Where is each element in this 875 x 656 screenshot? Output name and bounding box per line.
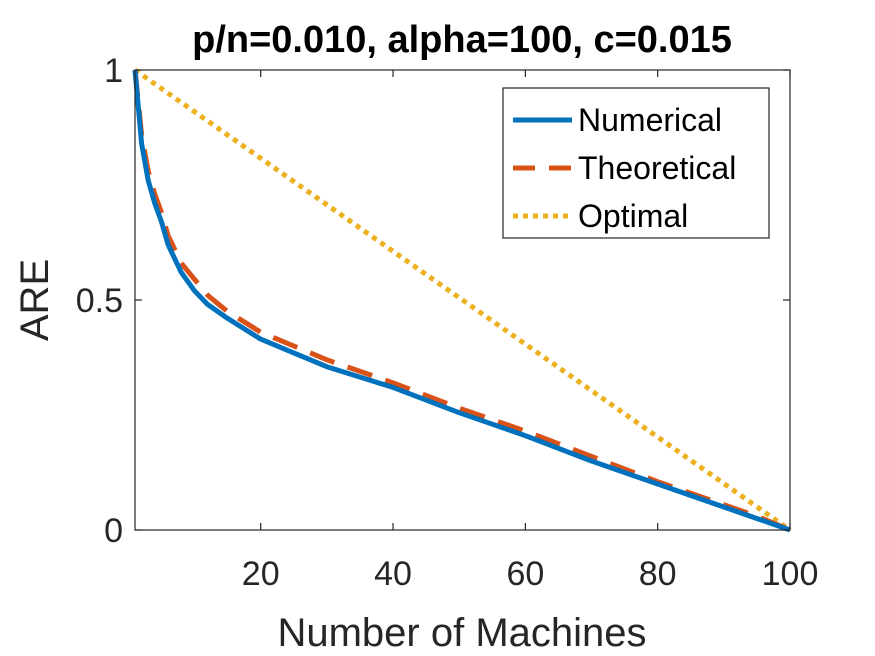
x-axis-label: Number of Machines bbox=[277, 611, 646, 655]
x-tick-label: 20 bbox=[242, 555, 280, 593]
x-tick-label: 100 bbox=[762, 555, 819, 593]
series-line-numerical bbox=[132, 69, 791, 533]
legend-label-numerical: Numerical bbox=[578, 102, 722, 138]
y-tick-label: 0.5 bbox=[76, 282, 123, 320]
y-tick-label: 1 bbox=[104, 52, 123, 90]
y-axis-label: ARE bbox=[13, 259, 57, 341]
series-line-theoretical bbox=[132, 69, 791, 533]
chart-title: p/n=0.010, alpha=100, c=0.015 bbox=[192, 19, 732, 61]
legend-items: Numerical Theoretical Optimal bbox=[513, 102, 736, 234]
series-layer bbox=[132, 67, 792, 533]
x-tick-label: 80 bbox=[639, 555, 677, 593]
legend: Numerical Theoretical Optimal bbox=[502, 87, 770, 239]
legend-label-theoretical: Theoretical bbox=[578, 150, 736, 186]
x-tick-label: 40 bbox=[374, 555, 412, 593]
series-line-optimal bbox=[133, 67, 792, 533]
ticks-layer: 20 40 60 80 100 0 0.5 1 bbox=[76, 52, 819, 593]
x-tick-label: 60 bbox=[506, 555, 544, 593]
legend-box bbox=[502, 87, 770, 239]
y-tick-label: 0 bbox=[104, 512, 123, 550]
legend-label-optimal: Optimal bbox=[578, 198, 688, 234]
